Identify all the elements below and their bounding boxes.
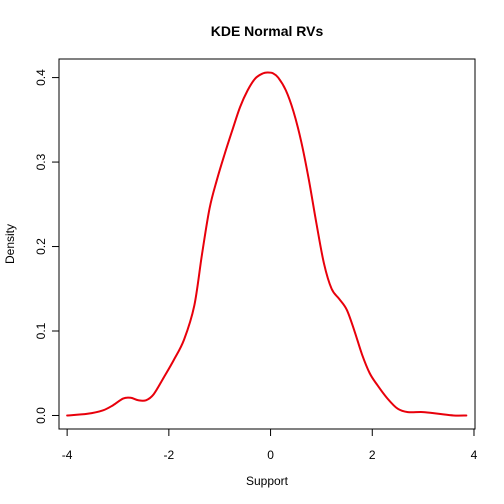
x-tick-label: 0: [267, 448, 274, 462]
y-axis: 0.0 0.1 0.2 0.3 0.4: [34, 69, 60, 424]
y-tick-label: 0.2: [34, 238, 48, 255]
x-tick-label: 4: [471, 448, 478, 462]
y-tick-label: 0.0: [34, 407, 48, 424]
chart-title: KDE Normal RVs: [211, 23, 324, 39]
kde-density-line: [66, 71, 468, 417]
x-tick-label: 2: [369, 448, 376, 462]
y-axis-label: Density: [3, 224, 17, 264]
y-tick-label: 0.4: [34, 69, 48, 86]
x-axis: -4 -2 0 2 4: [62, 428, 478, 462]
x-tick-label: -4: [62, 448, 73, 462]
y-tick-label: 0.3: [34, 153, 48, 170]
y-tick-label: 0.1: [34, 322, 48, 339]
x-tick-label: -2: [164, 448, 175, 462]
x-axis-label: Support: [246, 474, 289, 488]
plot-box: [58, 58, 476, 430]
